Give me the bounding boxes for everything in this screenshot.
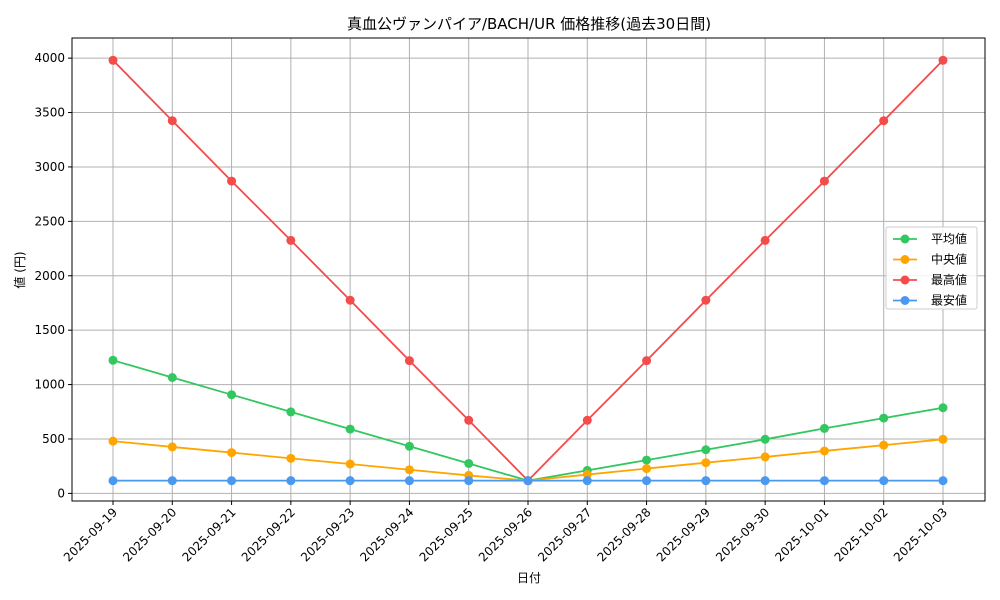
data-point <box>167 372 177 382</box>
data-point <box>879 413 889 423</box>
data-point <box>404 476 414 486</box>
data-point <box>464 476 474 486</box>
data-point <box>879 440 889 450</box>
x-tick-label: 2025-09-20 <box>120 505 179 564</box>
legend-box <box>885 226 978 310</box>
data-point <box>464 458 474 468</box>
data-point <box>642 455 652 465</box>
legend-label: 平均値 <box>931 231 967 246</box>
data-point <box>167 116 177 126</box>
data-point <box>582 415 592 425</box>
data-point <box>701 295 711 305</box>
y-axis: 0 500 1000 1500 2000 2500 3000 3500 4000 <box>34 51 72 500</box>
y-tick-label: 0 <box>57 486 65 500</box>
legend-label: 最安値 <box>931 293 967 308</box>
data-point <box>523 476 533 486</box>
data-point <box>642 476 652 486</box>
data-point <box>286 235 296 245</box>
data-point <box>286 453 296 463</box>
y-tick-label: 1500 <box>34 323 65 337</box>
y-tick-label: 3500 <box>34 106 65 120</box>
data-point <box>227 476 237 486</box>
data-point <box>345 295 355 305</box>
data-point <box>108 55 118 65</box>
x-tick-label: 2025-09-25 <box>417 505 476 564</box>
data-point <box>938 476 948 486</box>
legend-label: 中央値 <box>931 252 967 267</box>
data-point <box>938 403 948 413</box>
data-point <box>819 476 829 486</box>
x-tick-label: 2025-09-19 <box>61 505 120 564</box>
x-tick-label: 2025-09-26 <box>476 505 535 564</box>
x-tick-label: 2025-10-01 <box>772 505 831 564</box>
y-axis-label: 値 (円) <box>12 251 27 288</box>
data-point <box>879 116 889 126</box>
data-point <box>819 446 829 456</box>
x-tick-label: 2025-09-27 <box>535 505 594 564</box>
x-tick-label: 2025-10-03 <box>891 505 950 564</box>
data-point <box>760 434 770 444</box>
data-point <box>938 434 948 444</box>
data-point <box>227 176 237 186</box>
data-point <box>760 476 770 486</box>
data-point <box>642 464 652 474</box>
data-point <box>345 476 355 486</box>
grid <box>72 38 985 501</box>
data-point <box>582 476 592 486</box>
legend-label: 最高値 <box>931 272 967 287</box>
y-tick-label: 2500 <box>34 214 65 228</box>
data-point <box>227 448 237 458</box>
data-point <box>701 445 711 455</box>
legend-marker <box>900 275 910 285</box>
data-point <box>642 356 652 366</box>
x-tick-label: 2025-09-29 <box>654 505 713 564</box>
data-point <box>760 235 770 245</box>
data-point <box>701 476 711 486</box>
x-axis-label: 日付 <box>517 571 541 585</box>
data-point <box>345 459 355 469</box>
data-point <box>108 436 118 446</box>
data-point <box>819 176 829 186</box>
data-point <box>879 476 889 486</box>
data-point <box>108 476 118 486</box>
data-point <box>404 465 414 475</box>
legend-marker <box>900 255 910 264</box>
data-point <box>701 458 711 468</box>
x-axis: 2025-09-19 2025-09-20 2025-09-21 2025-09-22… <box>61 501 950 564</box>
chart-title: 真血公ヴァンパイア/BACH/UR 価格推移(過去30日間) <box>347 15 711 33</box>
data-point <box>345 424 355 434</box>
y-tick-label: 3000 <box>34 160 65 174</box>
legend-marker <box>900 296 910 305</box>
x-tick-label: 2025-09-30 <box>713 505 772 564</box>
x-tick-label: 2025-09-23 <box>298 505 357 564</box>
data-point <box>819 423 829 433</box>
x-tick-label: 2025-09-28 <box>594 505 653 564</box>
data-point <box>167 476 177 486</box>
x-tick-label: 2025-10-02 <box>832 505 891 564</box>
data-point <box>227 390 237 400</box>
series-group <box>108 55 948 486</box>
data-point <box>404 441 414 451</box>
data-point <box>108 355 118 365</box>
data-point <box>404 356 414 366</box>
data-point <box>464 415 474 425</box>
data-point <box>760 452 770 462</box>
legend-marker <box>900 234 910 244</box>
x-tick-label: 2025-09-24 <box>357 505 416 564</box>
data-point <box>938 55 948 65</box>
y-tick-label: 4000 <box>34 51 65 65</box>
x-tick-label: 2025-09-22 <box>239 505 298 564</box>
y-tick-label: 1000 <box>34 378 65 392</box>
data-point <box>286 407 296 417</box>
x-tick-label: 2025-09-21 <box>179 505 238 564</box>
y-tick-label: 500 <box>42 432 65 446</box>
y-tick-label: 2000 <box>34 269 65 283</box>
data-point <box>167 442 177 452</box>
data-point <box>286 476 296 486</box>
